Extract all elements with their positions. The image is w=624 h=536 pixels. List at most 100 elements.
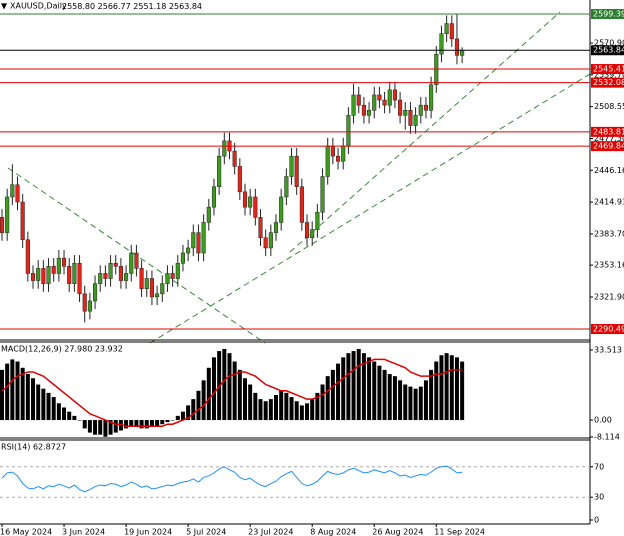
histogram-bar (87, 420, 92, 433)
histogram-bar (51, 397, 56, 421)
level-label: 2469.84 (593, 142, 624, 151)
header-value: 2551.18 (133, 2, 166, 11)
histogram-bar (113, 420, 118, 433)
histogram-bar (263, 401, 268, 421)
level-label: 2599.39 (593, 9, 624, 18)
histogram-bar (196, 390, 201, 421)
candle-body (320, 176, 325, 213)
y-tick-label: 2508.55 (594, 102, 624, 111)
histogram-bar (413, 388, 418, 421)
histogram-bar (377, 365, 382, 421)
candle-body (392, 89, 397, 101)
level-label: 2532.08 (593, 78, 624, 87)
histogram-bar (155, 420, 160, 427)
histogram-bar (93, 420, 98, 435)
histogram-bar (108, 420, 113, 435)
histogram-bar (392, 376, 397, 421)
candle-body (418, 104, 423, 116)
candle-body (444, 23, 449, 35)
candle-body (180, 252, 185, 264)
candle-body (206, 206, 211, 223)
y-tick-label: -8.114 (594, 433, 620, 442)
candle-body (439, 33, 444, 55)
histogram-bar (160, 420, 165, 425)
histogram-bar (356, 348, 361, 421)
histogram-bar (294, 401, 299, 421)
histogram-bar (211, 357, 216, 421)
candle-body (103, 273, 108, 279)
histogram-bar (336, 363, 341, 421)
candle-body (186, 247, 191, 254)
candle-body (61, 257, 67, 267)
histogram-bar (237, 369, 242, 421)
candle-body (211, 186, 217, 208)
histogram-bar (398, 380, 403, 421)
histogram-bar (382, 369, 387, 421)
histogram-bar (444, 353, 449, 421)
candle-body (93, 283, 98, 302)
histogram-bar (387, 374, 392, 421)
histogram-bar (351, 351, 356, 421)
candle-body (144, 278, 149, 289)
histogram-bar (423, 380, 428, 421)
y-tick-label: 2321.90 (594, 292, 624, 301)
histogram-bar (232, 361, 237, 421)
candle-body (20, 201, 25, 241)
header-value: 2566.77 (98, 2, 131, 11)
candle-body (82, 293, 87, 312)
candle-body (423, 104, 428, 111)
candle-body (175, 262, 180, 279)
candle-body (41, 268, 46, 284)
histogram-bar (25, 374, 30, 421)
candle-body (289, 155, 294, 177)
histogram-bar (454, 357, 459, 421)
candle-body (294, 155, 299, 187)
candle-body (155, 293, 160, 298)
candle-body (46, 266, 51, 284)
x-tick-label: 8 Aug 2024 (310, 528, 356, 536)
candle-body (248, 196, 253, 208)
histogram-bar (149, 420, 154, 427)
candle-body (165, 273, 170, 284)
histogram-bar (429, 369, 434, 421)
x-tick-label: 23 Jul 2024 (248, 528, 293, 536)
histogram-bar (258, 399, 263, 421)
histogram-bar (103, 420, 108, 437)
histogram-bar (144, 420, 149, 429)
candle-body (170, 273, 175, 279)
candle-body (242, 191, 248, 208)
x-tick-label: 26 Aug 2024 (372, 528, 423, 536)
candle-body (279, 196, 284, 223)
x-tick-label: 11 Sep 2024 (434, 528, 485, 536)
candle-body (387, 89, 392, 106)
menu-arrow[interactable]: ▼ (1, 2, 8, 11)
panel-title: RSI(14) 62.8727 (1, 443, 66, 452)
candle-body (222, 140, 227, 157)
candle-body (403, 110, 408, 116)
candle-body (160, 283, 165, 295)
candle-body (108, 262, 113, 279)
candle-body (67, 266, 72, 284)
candle-body (72, 262, 77, 284)
candle-body (351, 94, 356, 116)
candle-body (98, 273, 103, 284)
histogram-bar (165, 420, 170, 423)
candle-body (217, 155, 222, 187)
histogram-bar (118, 420, 123, 431)
level-label-bg (591, 8, 624, 19)
histogram-bar (186, 405, 191, 421)
candle-body (460, 49, 465, 56)
candle-body (5, 196, 10, 233)
candle-body (30, 273, 36, 281)
x-tick-label: 3 Jun 2024 (62, 528, 105, 536)
histogram-bar (460, 361, 465, 421)
histogram-bar (227, 353, 232, 421)
histogram-bar (170, 420, 175, 421)
x-tick-label: 5 Jul 2024 (186, 528, 226, 536)
candle-body (356, 94, 361, 106)
histogram-bar (20, 367, 25, 421)
y-tick-label: 70 (594, 462, 604, 471)
candle-body (315, 211, 320, 230)
candle-body (299, 186, 304, 223)
